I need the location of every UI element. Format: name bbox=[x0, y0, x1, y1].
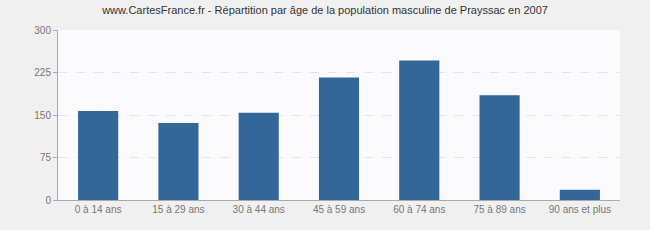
svg-text:75 à 89 ans: 75 à 89 ans bbox=[473, 204, 525, 215]
svg-text:150: 150 bbox=[34, 110, 51, 121]
svg-text:300: 300 bbox=[34, 25, 51, 36]
svg-text:www.CartesFrance.fr - Répartit: www.CartesFrance.fr - Répartition par âg… bbox=[101, 4, 548, 16]
svg-text:30 à 44 ans: 30 à 44 ans bbox=[233, 204, 285, 215]
svg-text:15 à 29 ans: 15 à 29 ans bbox=[152, 204, 204, 215]
svg-text:60 à 74 ans: 60 à 74 ans bbox=[393, 204, 445, 215]
svg-text:0 à 14 ans: 0 à 14 ans bbox=[75, 204, 122, 215]
svg-text:90 ans et plus: 90 ans et plus bbox=[549, 204, 611, 215]
svg-text:45 à 59 ans: 45 à 59 ans bbox=[313, 204, 365, 215]
svg-text:75: 75 bbox=[40, 152, 52, 163]
svg-text:0: 0 bbox=[45, 195, 51, 206]
svg-text:225: 225 bbox=[34, 67, 51, 78]
